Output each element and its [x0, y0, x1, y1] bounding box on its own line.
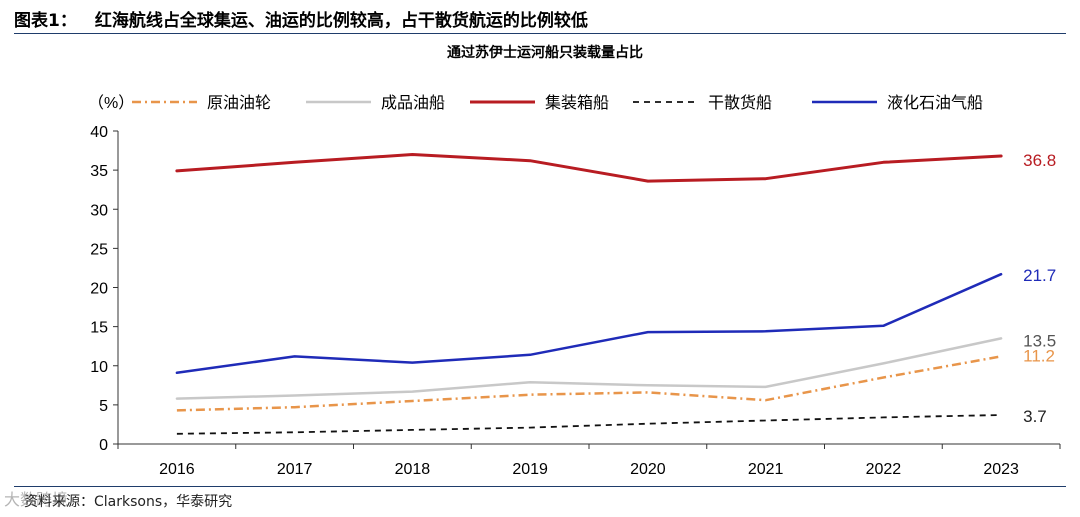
y-tick-label: 10 [90, 359, 108, 376]
end-label: 21.7 [1023, 266, 1056, 285]
y-tick-label: 15 [90, 320, 108, 337]
series-line [175, 272, 1003, 375]
series-line [176, 355, 1002, 412]
series-lines [175, 153, 1003, 435]
end-label: 13.5 [1023, 331, 1056, 350]
y-tick-label: 40 [90, 124, 108, 141]
y-tick-label: 25 [90, 241, 108, 258]
y-tick-label: 35 [90, 163, 108, 180]
end-label: 11.2 [1023, 346, 1055, 365]
y-axis: 0 5 10 15 20 25 30 35 40 （%） [88, 94, 134, 454]
chart-title: 通过苏伊士运河船只装载量占比 [447, 45, 643, 61]
end-label: 3.7 [1023, 407, 1047, 426]
header-rule [14, 33, 1066, 34]
x-tick-label: 2018 [395, 461, 431, 478]
y-tick-label: 20 [90, 281, 108, 298]
series-line [175, 153, 1003, 183]
x-tick-label: 2016 [159, 461, 195, 478]
x-tick-label: 2021 [748, 461, 784, 478]
legend-label: 原油油轮 [207, 94, 271, 112]
legend-label: 液化石油气船 [887, 94, 983, 112]
series-line [176, 414, 1002, 435]
line-chart: 原油油轮 成品油船 集装箱船 干散货船 液化石油气船 0 5 10 15 20 25 30 35 40 （… [88, 94, 1061, 478]
figure-heading: 红海航线占全球集运、油运的比例较高，占干散货航运的比例较低 [94, 11, 588, 31]
y-axis-unit-label: （%） [88, 94, 134, 112]
figure-label: 图表1： [14, 11, 77, 31]
source-note: 资料来源：Clarksons，华泰研究 [24, 494, 233, 510]
legend-label: 集装箱船 [545, 94, 609, 112]
x-tick-label: 2019 [512, 461, 548, 478]
y-tick-label: 30 [90, 202, 108, 219]
legend-label: 成品油船 [381, 94, 445, 112]
x-tick-label: 2023 [983, 461, 1019, 478]
legend-label: 干散货船 [708, 94, 772, 112]
figure-header: 图表1： 红海航线占全球集运、油运的比例较高，占干散货航运的比例较低 [14, 6, 588, 31]
chart-legend: 原油油轮 成品油船 集装箱船 干散货船 液化石油气船 [132, 94, 983, 112]
y-tick-label: 0 [99, 437, 108, 454]
end-labels: 11.213.5 36.8 3.7 21.7 [1023, 151, 1056, 426]
watermark: 大数跨境 [4, 490, 69, 509]
y-tick-label: 5 [99, 398, 108, 415]
end-label: 36.8 [1023, 151, 1056, 170]
x-tick-label: 2017 [277, 461, 313, 478]
x-tick-label: 2020 [630, 461, 666, 478]
x-axis: 2016 2017 2018 2019 2020 2021 2022 2023 [117, 443, 1061, 478]
footer-rule [14, 486, 1066, 487]
series-line [175, 337, 1003, 400]
x-tick-label: 2022 [866, 461, 902, 478]
